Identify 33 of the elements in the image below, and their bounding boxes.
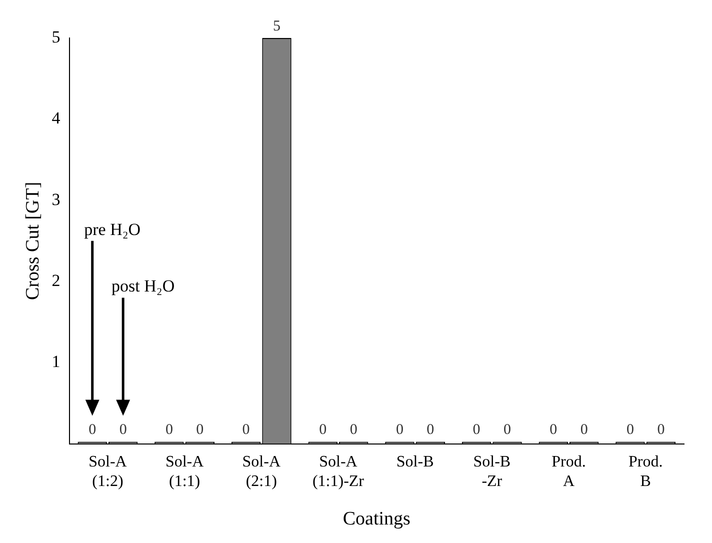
data-label: 0 — [580, 422, 588, 438]
x-tick-label: Sol-A (1:1)-Zr — [312, 454, 365, 490]
x-tick-label: Prod. A — [552, 454, 586, 490]
data-label: 0 — [242, 422, 250, 438]
data-label: 0 — [350, 422, 358, 438]
data-label: 0 — [626, 422, 634, 438]
x-tick-label: Sol-A (1:1) — [165, 454, 204, 490]
data-label: 0 — [550, 422, 558, 438]
data-label: 0 — [396, 422, 404, 438]
y-tick-label: 4 — [52, 108, 61, 128]
data-label: 0 — [165, 422, 173, 438]
annotation: post H₂O — [112, 276, 175, 296]
x-axis-title: Coatings — [342, 508, 410, 530]
data-label: 0 — [504, 422, 512, 438]
y-tick-label: 3 — [52, 190, 60, 209]
data-label: 0 — [426, 422, 434, 438]
x-tick-label: Sol-B — [396, 454, 434, 471]
y-tick-label: 1 — [52, 352, 60, 372]
data-label: 5 — [273, 18, 281, 34]
annotation: pre H₂O — [84, 220, 141, 239]
x-tick-label: Prod. B — [628, 454, 663, 490]
data-label: 0 — [196, 422, 204, 438]
x-tick-label: Sol-A (1:2) — [88, 454, 128, 490]
data-label: 0 — [657, 422, 665, 438]
data-label: 0 — [119, 422, 127, 438]
x-tick-label: Sol-A (2:1) — [242, 454, 281, 490]
data-label: 0 — [88, 422, 96, 438]
x-tick-label: Sol-B -Zr — [473, 454, 511, 490]
data-label: 0 — [319, 422, 327, 438]
y-axis-title: Cross Cut [GT] — [22, 182, 44, 300]
y-tick-label: 5 — [52, 27, 60, 46]
data-label: 0 — [472, 422, 480, 438]
y-tick-label: 2 — [52, 270, 60, 290]
